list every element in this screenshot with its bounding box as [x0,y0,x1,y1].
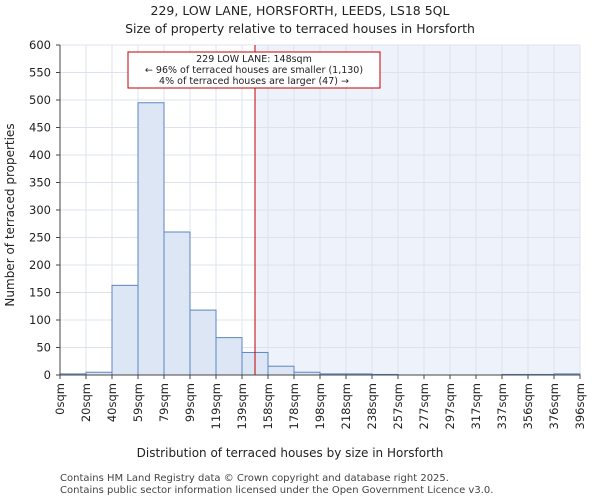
y-tick-label: 250 [29,231,51,245]
y-tick-label: 200 [29,258,51,272]
x-tick-label: 20sqm [79,383,93,422]
y-tick-label: 350 [29,176,51,190]
x-tick-label: 238sqm [365,383,379,429]
x-tick-label: 139sqm [235,383,249,429]
histogram-bar [163,231,191,376]
annotation-smaller: ← 96% of terraced houses are smaller (1,… [145,65,363,76]
chart-title-address: 229, LOW LANE, HORSFORTH, LEEDS, LS18 5Q… [150,3,450,18]
histogram-bar [111,284,139,376]
annotation-title: 229 LOW LANE: 148sqm [196,54,312,65]
y-tick-label: 100 [29,313,51,327]
x-tick-label: 297sqm [443,383,457,429]
x-tick-label: 119sqm [209,383,223,429]
x-tick-label: 277sqm [417,383,431,429]
y-tick-label: 150 [29,286,51,300]
y-tick-label: 600 [29,38,51,52]
x-tick-label: 218sqm [339,383,353,429]
x-tick-label: 79sqm [157,383,171,422]
x-tick-label: 356sqm [521,383,535,429]
annotation-larger: 4% of terraced houses are larger (47) → [159,76,349,87]
histogram-bar [189,309,217,376]
annotation-box: 229 LOW LANE: 148sqm ← 96% of terraced h… [127,51,381,89]
footer-copyright: Contains HM Land Registry data © Crown c… [60,473,449,484]
x-tick-label: 337sqm [495,383,509,429]
histogram-bar [137,102,165,376]
y-tick-label: 450 [29,121,51,135]
x-tick-label: 40sqm [105,383,119,422]
x-tick-label: 198sqm [313,383,327,429]
y-tick-label: 0 [44,368,51,382]
x-axis-label: Distribution of terraced houses by size … [137,446,444,460]
x-tick-label: 317sqm [469,383,483,429]
x-tick-label: 257sqm [391,383,405,429]
x-tick-label: 99sqm [183,383,197,422]
histogram-bar [267,365,295,376]
x-tick-label: 396sqm [573,383,587,429]
y-axis-label: Number of terraced properties [3,123,17,306]
annotation-frame [127,51,381,89]
y-tick-label: 50 [36,341,51,355]
x-tick-label: 376sqm [547,383,561,429]
x-tick-label: 0sqm [53,383,67,415]
y-tick-label: 400 [29,148,51,162]
footer-licence: Contains public sector information licen… [60,485,494,496]
y-tick-label: 300 [29,203,51,217]
x-tick-label: 158sqm [261,383,275,429]
y-tick-label: 550 [29,66,51,80]
y-tick-label: 500 [29,93,51,107]
chart-title: Size of property relative to terraced ho… [125,21,475,36]
histogram-bar [215,337,243,376]
x-tick-label: 59sqm [131,383,145,422]
x-tick-label: 178sqm [287,383,301,429]
